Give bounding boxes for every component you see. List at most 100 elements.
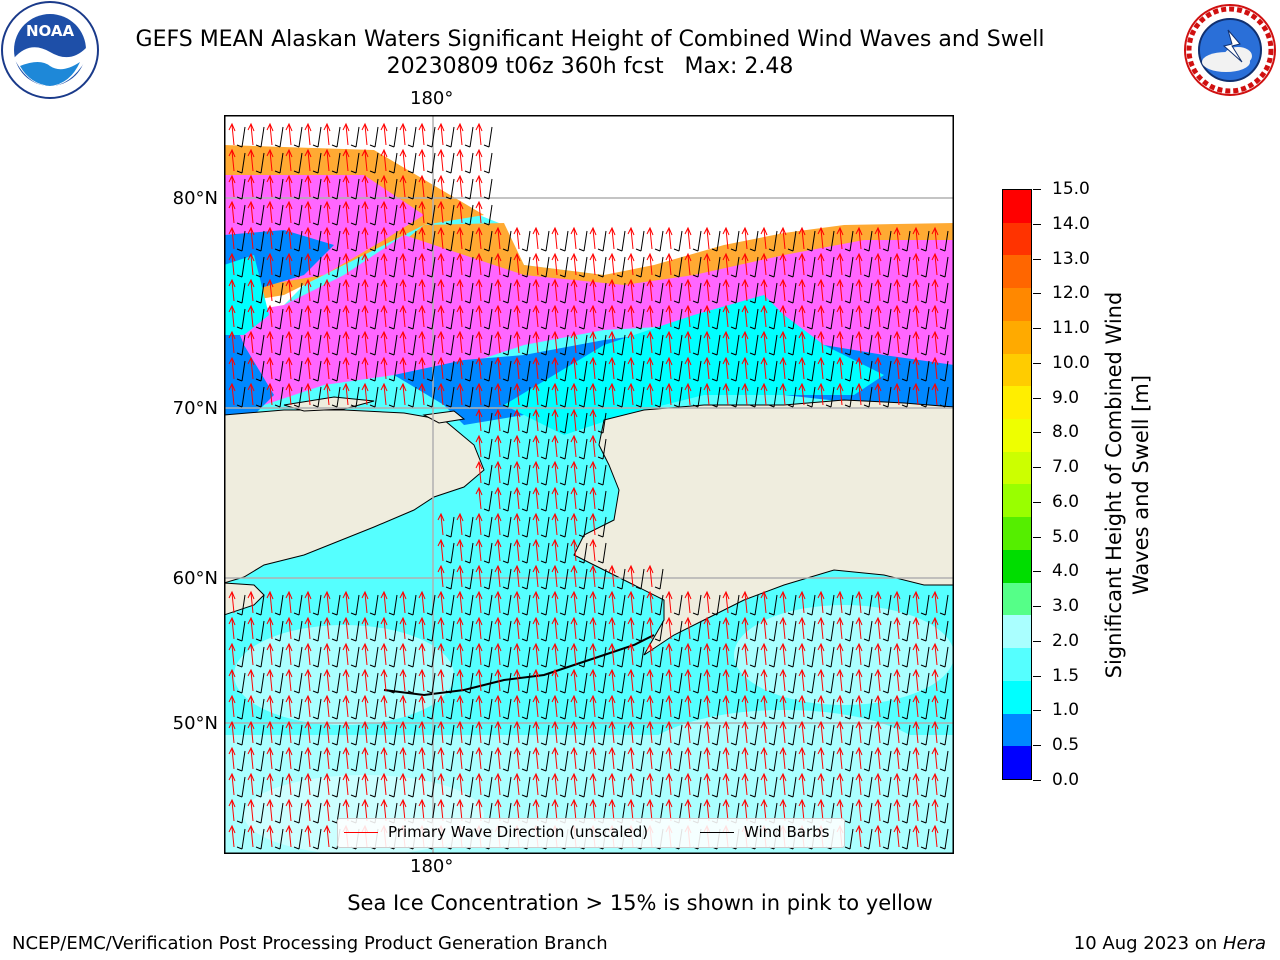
wave-direction-arrow (307, 748, 311, 770)
wind-barb-flag (616, 612, 623, 616)
wind-barb-flag (521, 716, 528, 720)
wave-direction-arrow (364, 800, 368, 822)
wave-direction-arrowhead (418, 252, 426, 262)
wave-direction-arrow (668, 254, 672, 276)
wave-direction-arrowhead (646, 226, 654, 236)
wave-direction-arrow (288, 696, 292, 718)
wind-barb (393, 152, 398, 174)
wave-direction-arrowhead (266, 772, 274, 782)
wind-barb (336, 230, 341, 252)
wind-barb (868, 620, 873, 642)
wind-barb-flag (768, 404, 775, 408)
wind-barb-flag (369, 170, 376, 174)
wind-barb (545, 334, 550, 356)
wave-direction-arrow (592, 514, 596, 536)
wind-barb (944, 750, 949, 772)
wave-direction-arrowhead (437, 382, 445, 392)
wave-direction-arrow (288, 800, 292, 822)
wave-direction-arrowhead (741, 798, 749, 808)
wind-barb (811, 646, 816, 668)
wind-barb-flag (388, 378, 395, 382)
wave-direction-arrowhead (836, 330, 844, 340)
wave-direction-arrowhead (380, 590, 388, 600)
wave-direction-arrow (497, 514, 501, 536)
wave-direction-arrowhead (760, 642, 768, 652)
wave-direction-arrow (440, 254, 444, 276)
wind-barb-flag (312, 716, 319, 720)
wave-direction-arrow (364, 254, 368, 276)
wind-barb (659, 360, 664, 382)
wind-barb-flag (293, 248, 300, 252)
wind-barb (925, 256, 930, 278)
wind-barb (564, 620, 569, 642)
wave-direction-arrow (630, 696, 634, 718)
wind-barb (317, 334, 322, 356)
wave-direction-arrow (535, 722, 539, 744)
wave-direction-arrow (573, 696, 577, 718)
wind-barb-flag (920, 378, 927, 382)
wave-direction-arrowhead (741, 356, 749, 366)
wave-direction-arrowhead (304, 122, 312, 132)
wave-direction-arrow (250, 228, 254, 250)
wave-direction-arrow (744, 774, 748, 796)
wave-direction-arrowhead (494, 486, 502, 496)
wind-barb (412, 334, 417, 356)
wind-barb (602, 256, 607, 278)
wave-direction-arrow (934, 358, 938, 380)
wave-direction-arrowhead (665, 590, 673, 600)
wave-direction-arrow (497, 384, 501, 406)
wave-direction-arrowhead (551, 512, 559, 522)
wind-barb (298, 750, 303, 772)
wind-barb-flag (692, 352, 699, 356)
wind-barb-flag (369, 300, 376, 304)
wind-barb-flag (863, 664, 870, 668)
wave-direction-arrow (459, 800, 463, 822)
wave-direction-arrowhead (931, 330, 939, 340)
wave-direction-arrow (459, 306, 463, 328)
wave-direction-arrowhead (646, 642, 654, 652)
wave-direction-arrow (288, 670, 292, 692)
wave-direction-arrow (459, 722, 463, 744)
wave-direction-arrow (440, 618, 444, 640)
wave-direction-arrowhead (912, 824, 920, 834)
wave-direction-arrowhead (532, 616, 540, 626)
wave-direction-arrowhead (266, 330, 274, 340)
wave-direction-arrow (326, 592, 330, 614)
wave-direction-arrow (364, 774, 368, 796)
wind-barb-flag (939, 768, 946, 772)
wind-barb-flag (901, 690, 908, 694)
wave-direction-arrow (649, 774, 653, 796)
wave-direction-arrowhead (779, 382, 787, 392)
wave-direction-arrowhead (665, 252, 673, 262)
wind-barb-flag (312, 196, 319, 200)
wind-barb (944, 672, 949, 694)
wave-direction-arrowhead (323, 148, 331, 158)
wave-direction-arrowhead (228, 200, 236, 210)
wind-barb (906, 828, 911, 850)
wind-barb-flag (312, 378, 319, 382)
wave-direction-arrowhead (494, 408, 502, 418)
wind-barb-flag (635, 716, 642, 720)
wind-barb (659, 776, 664, 798)
wind-barb-flag (274, 144, 281, 148)
wind-barb-flag (407, 300, 414, 304)
wave-direction-arrow (269, 670, 273, 692)
wind-barb-flag (236, 716, 243, 720)
wave-direction-arrow (934, 254, 938, 276)
colorbar-tick-label: 1.0 (1052, 700, 1080, 721)
wind-barb (260, 256, 265, 278)
wind-barb (241, 828, 246, 850)
wind-barb-flag (825, 274, 832, 278)
wind-barb (488, 204, 493, 226)
wind-barb-flag (806, 274, 813, 278)
wind-barb-flag (616, 716, 623, 720)
wind-barb (412, 776, 417, 798)
wave-direction-arrow (763, 254, 767, 276)
wind-barb-flag (559, 404, 566, 408)
wave-direction-arrowhead (627, 356, 635, 366)
wind-barb (412, 152, 417, 174)
colorbar-segment (1003, 451, 1031, 485)
wind-barb (887, 802, 892, 824)
wave-direction-arrowhead (760, 590, 768, 600)
wind-barb (545, 230, 550, 252)
